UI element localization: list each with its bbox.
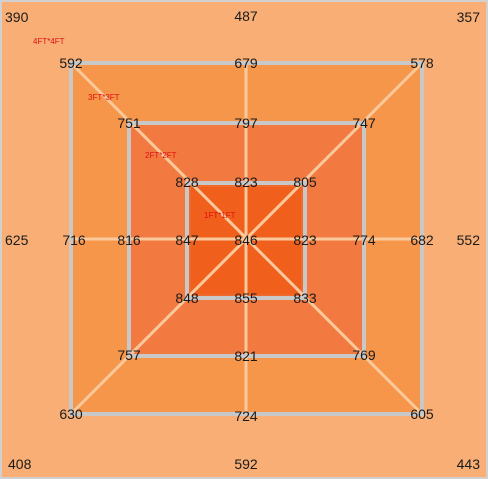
ring-3ft-top-center-value: 797 [234, 115, 258, 131]
ring-3ft-bottom-center-value: 821 [234, 348, 258, 364]
ring-4ft-top-right-value: 578 [410, 55, 434, 71]
ring-2ft-middle-right-value: 823 [293, 232, 317, 248]
ring-2ft-top-center-value: 823 [234, 174, 258, 190]
ring-3ft-bottom-right-value: 769 [352, 347, 376, 363]
ring-3ft-middle-right-value: 774 [352, 232, 376, 248]
outer-middle-right-value: 552 [457, 232, 481, 248]
ring-1ft-tag: 1FT*1FT [204, 211, 236, 220]
ring-2ft-top-left-value: 828 [175, 174, 199, 190]
frame-2ft [185, 181, 307, 300]
ring-3ft-bottom-left-value: 757 [117, 347, 141, 363]
ring-4ft-top-center-value: 679 [234, 55, 258, 71]
outer-top-center-value: 487 [234, 8, 258, 24]
outer-top-right-value: 357 [457, 9, 481, 25]
ring-2ft-tag: 2FT*2FT [145, 151, 177, 160]
ring-3ft-top-right-value: 747 [352, 115, 376, 131]
frame-4ft [69, 61, 424, 416]
ring-4ft-bottom-center-value: 724 [234, 408, 258, 424]
ring-3ft-middle-left-value: 816 [117, 232, 141, 248]
frame-3ft [127, 121, 366, 358]
outer-bottom-center-value: 592 [234, 456, 258, 472]
ring-2ft-top-right-value: 805 [293, 174, 317, 190]
ring-2ft-middle-left-value: 847 [175, 232, 199, 248]
outer-top-left-value: 390 [5, 9, 29, 25]
ring-2ft-bottom-center-value: 855 [234, 290, 258, 306]
ring-4ft-middle-left-value: 716 [62, 232, 86, 248]
outer-bottom-left-value: 408 [8, 456, 32, 472]
ring-4ft-tag: 4FT*4FT [33, 37, 65, 46]
ring-3ft-tag: 3FT*3FT [88, 93, 120, 102]
outer-bottom-right-value: 443 [457, 456, 481, 472]
ring-2ft-bottom-left-value: 848 [175, 290, 199, 306]
ring-4ft-bottom-left-value: 630 [59, 406, 83, 422]
outer-middle-left-value: 625 [5, 232, 29, 248]
ring-4ft-middle-right-value: 682 [410, 232, 434, 248]
ring-2ft-bottom-right-value: 833 [293, 290, 317, 306]
ring-3ft-top-left-value: 751 [117, 115, 141, 131]
ring-4ft-bottom-right-value: 605 [410, 406, 434, 422]
frames [69, 61, 424, 416]
center-value: 846 [234, 232, 258, 248]
ring-4ft-top-left-value: 592 [59, 55, 83, 71]
